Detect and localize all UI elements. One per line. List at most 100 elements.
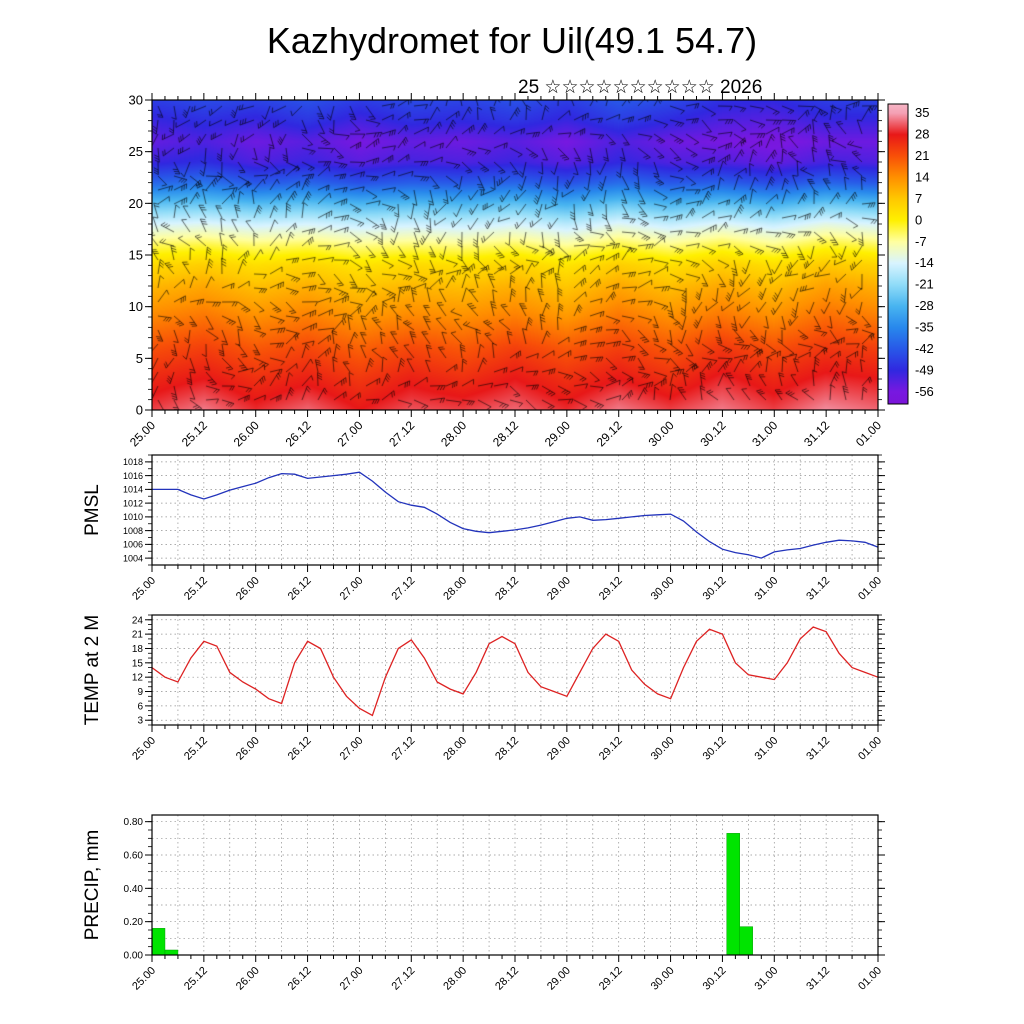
precip-axes: 25.00 25.12 26.00 26.12 27.00 27.12 28.00 28.12… [124, 814, 885, 993]
tick-label: 30.12 [701, 575, 729, 603]
grid [152, 815, 878, 955]
tick-label: 25.00 [130, 735, 158, 763]
tick-label: 27.12 [389, 575, 417, 603]
tick-label: 28.00 [441, 735, 469, 763]
tick-label: 30 [129, 93, 143, 108]
temp-axes: 25.00 25.12 26.00 26.12 27.00 27.12 28.00 28.12… [130, 614, 885, 763]
tick-label: 01.00 [856, 735, 884, 763]
tick-label: 31.12 [804, 575, 832, 603]
pmsl-line [152, 471, 879, 559]
tick-label: 29.00 [545, 575, 573, 603]
precip-bar [164, 949, 179, 956]
subtitle-day: 25 [518, 77, 540, 98]
tick-label: 25.12 [182, 575, 210, 603]
tick-label: 1010 [123, 512, 143, 522]
colorbar-label: -28 [915, 298, 934, 313]
tick-label: 1012 [123, 498, 143, 508]
tick-label: 28.00 [441, 575, 469, 603]
tick-label: 26.12 [286, 965, 314, 993]
subtitle-stars: ☆☆☆☆☆☆☆☆☆☆ [544, 77, 715, 98]
tick-label: 27.12 [389, 735, 417, 763]
tick-label: 26.12 [286, 735, 314, 763]
tick-label: 31.00 [752, 575, 780, 603]
colorbar-label: 21 [915, 148, 929, 163]
precip-bar [739, 926, 753, 956]
tick-label: 0.00 [124, 951, 144, 962]
tick-label: 25.12 [182, 965, 210, 993]
tick-label: 30.12 [701, 965, 729, 993]
tick-label: 26.00 [234, 965, 262, 993]
tick-label: 31.12 [801, 418, 832, 449]
tick-label: 0.40 [124, 884, 144, 895]
tick-label: 1018 [123, 457, 143, 467]
tick-label: 20 [129, 196, 143, 211]
tick-label: 27.00 [334, 418, 365, 449]
tick-label: 01.00 [856, 965, 884, 993]
colorbar-label: -35 [915, 319, 934, 334]
colorbar-label: -56 [915, 384, 934, 399]
tick-label: 28.00 [438, 418, 469, 449]
tick-label: 26.12 [286, 575, 314, 603]
tick-label: 28.12 [493, 575, 521, 603]
tick-label: 26.12 [283, 418, 314, 449]
tick-label: 3 [137, 716, 143, 727]
tick-label: 1008 [123, 526, 143, 536]
colorbar-label: -42 [915, 341, 934, 356]
tick-label: 12 [132, 673, 144, 684]
tick-label: 29.00 [542, 418, 573, 449]
tick-label: 31.00 [752, 965, 780, 993]
tick-label: 1004 [123, 553, 143, 563]
tick-label: 0.20 [124, 917, 144, 928]
subtitle-year: 2026 [720, 77, 763, 98]
tick-label: 30.12 [697, 418, 728, 449]
tick-label: 30.00 [646, 418, 677, 449]
cross-section-axes: 25.00 25.12 26.00 26.12 27.00 27.12 28.00 28.12… [127, 93, 885, 449]
tick-label: 28.12 [490, 418, 521, 449]
tick-label: 0.80 [124, 817, 144, 828]
tick-label: 1006 [123, 540, 143, 550]
tick-label: 1016 [123, 471, 143, 481]
cross-section-canvas [152, 100, 878, 410]
grid [152, 455, 878, 565]
tick-label: 25.00 [130, 965, 158, 993]
tick-label: 29.12 [594, 418, 625, 449]
tick-label: 18 [132, 644, 144, 655]
colorbar-label: -49 [915, 362, 934, 377]
tick-label: 25.12 [179, 418, 210, 449]
tick-label: 5 [136, 351, 143, 366]
tick-label: 27.00 [338, 575, 366, 603]
precip-bar [726, 833, 740, 956]
colorbar-label: -14 [915, 255, 934, 270]
tick-label: 27.00 [338, 965, 366, 993]
colorbar [887, 103, 909, 405]
tick-label: 25.00 [127, 418, 158, 449]
colorbar-label: 14 [915, 169, 929, 184]
temp-line [151, 626, 879, 717]
tick-label: 15 [129, 248, 143, 263]
tick-label: 29.00 [545, 735, 573, 763]
tick-label: 29.12 [597, 575, 625, 603]
colorbar-label: -7 [915, 234, 927, 249]
tick-label: 28.00 [441, 965, 469, 993]
tick-label: 9 [137, 687, 143, 698]
tick-label: 10 [129, 299, 143, 314]
tick-label: 25.00 [130, 575, 158, 603]
tick-label: 01.00 [856, 575, 884, 603]
tick-label: 01.00 [853, 418, 884, 449]
tick-label: 29.12 [597, 965, 625, 993]
colorbar-label: 0 [915, 212, 922, 227]
tick-label: 30.00 [649, 575, 677, 603]
tick-label: 29.12 [597, 735, 625, 763]
tick-label: 28.12 [493, 965, 521, 993]
tick-label: 0 [136, 403, 143, 418]
tick-label: 28.12 [493, 735, 521, 763]
tick-label: 26.00 [234, 735, 262, 763]
colorbar-label: 28 [915, 127, 929, 142]
tick-label: 27.00 [338, 735, 366, 763]
chart-shape [151, 99, 879, 411]
grid [152, 615, 878, 725]
tick-label: 31.12 [804, 965, 832, 993]
precip-bar [151, 928, 166, 956]
tick-label: 0.60 [124, 851, 144, 862]
